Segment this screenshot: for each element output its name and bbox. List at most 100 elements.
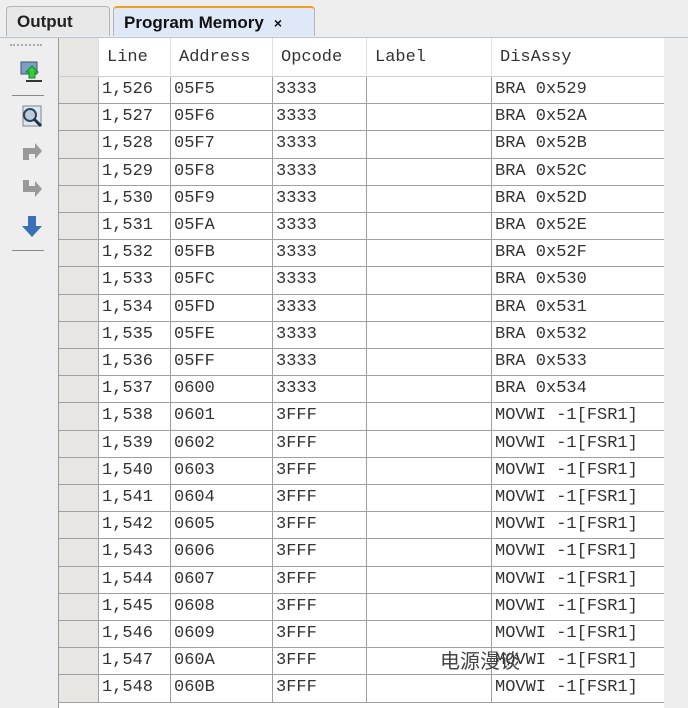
cell-label[interactable]	[367, 403, 492, 431]
cell-address[interactable]: 0603	[171, 457, 273, 485]
table-row[interactable]: 1,533 05FC 3333 BRA 0x530	[59, 267, 665, 295]
cell-address[interactable]: 05F6	[171, 104, 273, 132]
cell-label[interactable]	[367, 77, 492, 105]
table-row[interactable]: 1,526 05F5 3333 BRA 0x529	[59, 77, 665, 105]
cell-disassy[interactable]: BRA 0x52D	[492, 185, 665, 213]
table-row[interactable]: 1,545 0608 3FFF MOVWI -1[FSR1]	[59, 593, 665, 621]
cell-line[interactable]: 1,544	[99, 566, 171, 594]
row-header[interactable]	[59, 512, 99, 540]
cell-label[interactable]	[367, 457, 492, 485]
cell-line[interactable]: 1,533	[99, 267, 171, 295]
cell-disassy[interactable]: MOVWI -1[FSR1]	[492, 675, 665, 703]
row-header[interactable]	[59, 131, 99, 159]
cell-disassy[interactable]: MOVWI -1[FSR1]	[492, 430, 665, 458]
row-header[interactable]	[59, 457, 99, 485]
step-back-icon[interactable]	[20, 177, 44, 201]
column-header-opcode[interactable]: Opcode	[273, 38, 367, 77]
table-row[interactable]: 1,528 05F7 3333 BRA 0x52B	[59, 131, 665, 159]
table-row[interactable]: 1,546 0609 3FFF MOVWI -1[FSR1]	[59, 621, 665, 649]
cell-line[interactable]: 1,545	[99, 593, 171, 621]
row-header[interactable]	[59, 104, 99, 132]
cell-disassy[interactable]: MOVWI -1[FSR1]	[492, 403, 665, 431]
cell-disassy[interactable]: BRA 0x52E	[492, 213, 665, 241]
cell-disassy[interactable]: MOVWI -1[FSR1]	[492, 539, 665, 567]
cell-line[interactable]: 1,548	[99, 675, 171, 703]
row-header[interactable]	[59, 158, 99, 186]
cell-line[interactable]: 1,541	[99, 485, 171, 513]
cell-line[interactable]: 1,543	[99, 539, 171, 567]
cell-line[interactable]: 1,540	[99, 457, 171, 485]
cell-address[interactable]: 0608	[171, 593, 273, 621]
cell-address[interactable]: 05F8	[171, 158, 273, 186]
cell-address[interactable]: 0604	[171, 485, 273, 513]
cell-opcode[interactable]: 3333	[273, 77, 367, 105]
cell-disassy[interactable]: BRA 0x52A	[492, 104, 665, 132]
table-row[interactable]: 1,537 0600 3333 BRA 0x534	[59, 376, 665, 404]
cell-opcode[interactable]: 3FFF	[273, 485, 367, 513]
row-header[interactable]	[59, 294, 99, 322]
cell-label[interactable]	[367, 131, 492, 159]
row-header[interactable]	[59, 566, 99, 594]
cell-label[interactable]	[367, 675, 492, 703]
row-header[interactable]	[59, 485, 99, 513]
cell-line[interactable]: 1,526	[99, 77, 171, 105]
cell-label[interactable]	[367, 539, 492, 567]
cell-disassy[interactable]: BRA 0x529	[492, 77, 665, 105]
table-row[interactable]: 1,534 05FD 3333 BRA 0x531	[59, 294, 665, 322]
cell-label[interactable]	[367, 104, 492, 132]
cell-line[interactable]: 1,547	[99, 648, 171, 676]
cell-opcode[interactable]: 3FFF	[273, 675, 367, 703]
cell-label[interactable]	[367, 376, 492, 404]
cell-label[interactable]	[367, 240, 492, 268]
cell-address[interactable]: 0601	[171, 403, 273, 431]
cell-opcode[interactable]: 3333	[273, 104, 367, 132]
cell-label[interactable]	[367, 267, 492, 295]
row-header[interactable]	[59, 77, 99, 105]
row-header[interactable]	[59, 675, 99, 703]
cell-opcode[interactable]: 3FFF	[273, 566, 367, 594]
cell-line[interactable]: 1,536	[99, 349, 171, 377]
cell-opcode[interactable]: 3FFF	[273, 593, 367, 621]
cell-disassy[interactable]: MOVWI -1[FSR1]	[492, 593, 665, 621]
cell-opcode[interactable]: 3333	[273, 240, 367, 268]
table-row[interactable]: 1,543 0606 3FFF MOVWI -1[FSR1]	[59, 539, 665, 567]
cell-opcode[interactable]: 3FFF	[273, 403, 367, 431]
cell-address[interactable]: 0602	[171, 430, 273, 458]
tab-program-memory[interactable]: Program Memory ×	[113, 6, 315, 36]
table-row[interactable]: 1,531 05FA 3333 BRA 0x52E	[59, 213, 665, 241]
row-header[interactable]	[59, 376, 99, 404]
cell-disassy[interactable]: BRA 0x533	[492, 349, 665, 377]
cell-label[interactable]	[367, 294, 492, 322]
cell-address[interactable]: 0609	[171, 621, 273, 649]
step-forward-icon[interactable]	[20, 140, 44, 164]
cell-disassy[interactable]: BRA 0x534	[492, 376, 665, 404]
cell-opcode[interactable]: 3FFF	[273, 457, 367, 485]
table-row[interactable]: 1,532 05FB 3333 BRA 0x52F	[59, 240, 665, 268]
cell-address[interactable]: 05F9	[171, 185, 273, 213]
cell-line[interactable]: 1,539	[99, 430, 171, 458]
cell-disassy[interactable]: MOVWI -1[FSR1]	[492, 512, 665, 540]
table-row[interactable]: 1,548 060B 3FFF MOVWI -1[FSR1]	[59, 675, 665, 703]
cell-address[interactable]: 05FC	[171, 267, 273, 295]
cell-disassy[interactable]: BRA 0x52C	[492, 158, 665, 186]
cell-address[interactable]: 05F7	[171, 131, 273, 159]
cell-opcode[interactable]: 3333	[273, 267, 367, 295]
cell-disassy[interactable]: MOVWI -1[FSR1]	[492, 621, 665, 649]
cell-label[interactable]	[367, 349, 492, 377]
cell-label[interactable]	[367, 512, 492, 540]
cell-opcode[interactable]: 3FFF	[273, 621, 367, 649]
row-header[interactable]	[59, 621, 99, 649]
close-icon[interactable]: ×	[273, 15, 283, 31]
cell-address[interactable]: 05FF	[171, 349, 273, 377]
row-header[interactable]	[59, 648, 99, 676]
row-header[interactable]	[59, 321, 99, 349]
cell-address[interactable]: 05FE	[171, 321, 273, 349]
cell-label[interactable]	[367, 621, 492, 649]
table-row[interactable]: 1,530 05F9 3333 BRA 0x52D	[59, 185, 665, 213]
cell-disassy[interactable]: BRA 0x531	[492, 294, 665, 322]
table-row[interactable]: 1,535 05FE 3333 BRA 0x532	[59, 321, 665, 349]
cell-address[interactable]: 060B	[171, 675, 273, 703]
cell-address[interactable]: 05F5	[171, 77, 273, 105]
cell-line[interactable]: 1,530	[99, 185, 171, 213]
down-arrow-icon[interactable]	[20, 214, 44, 238]
